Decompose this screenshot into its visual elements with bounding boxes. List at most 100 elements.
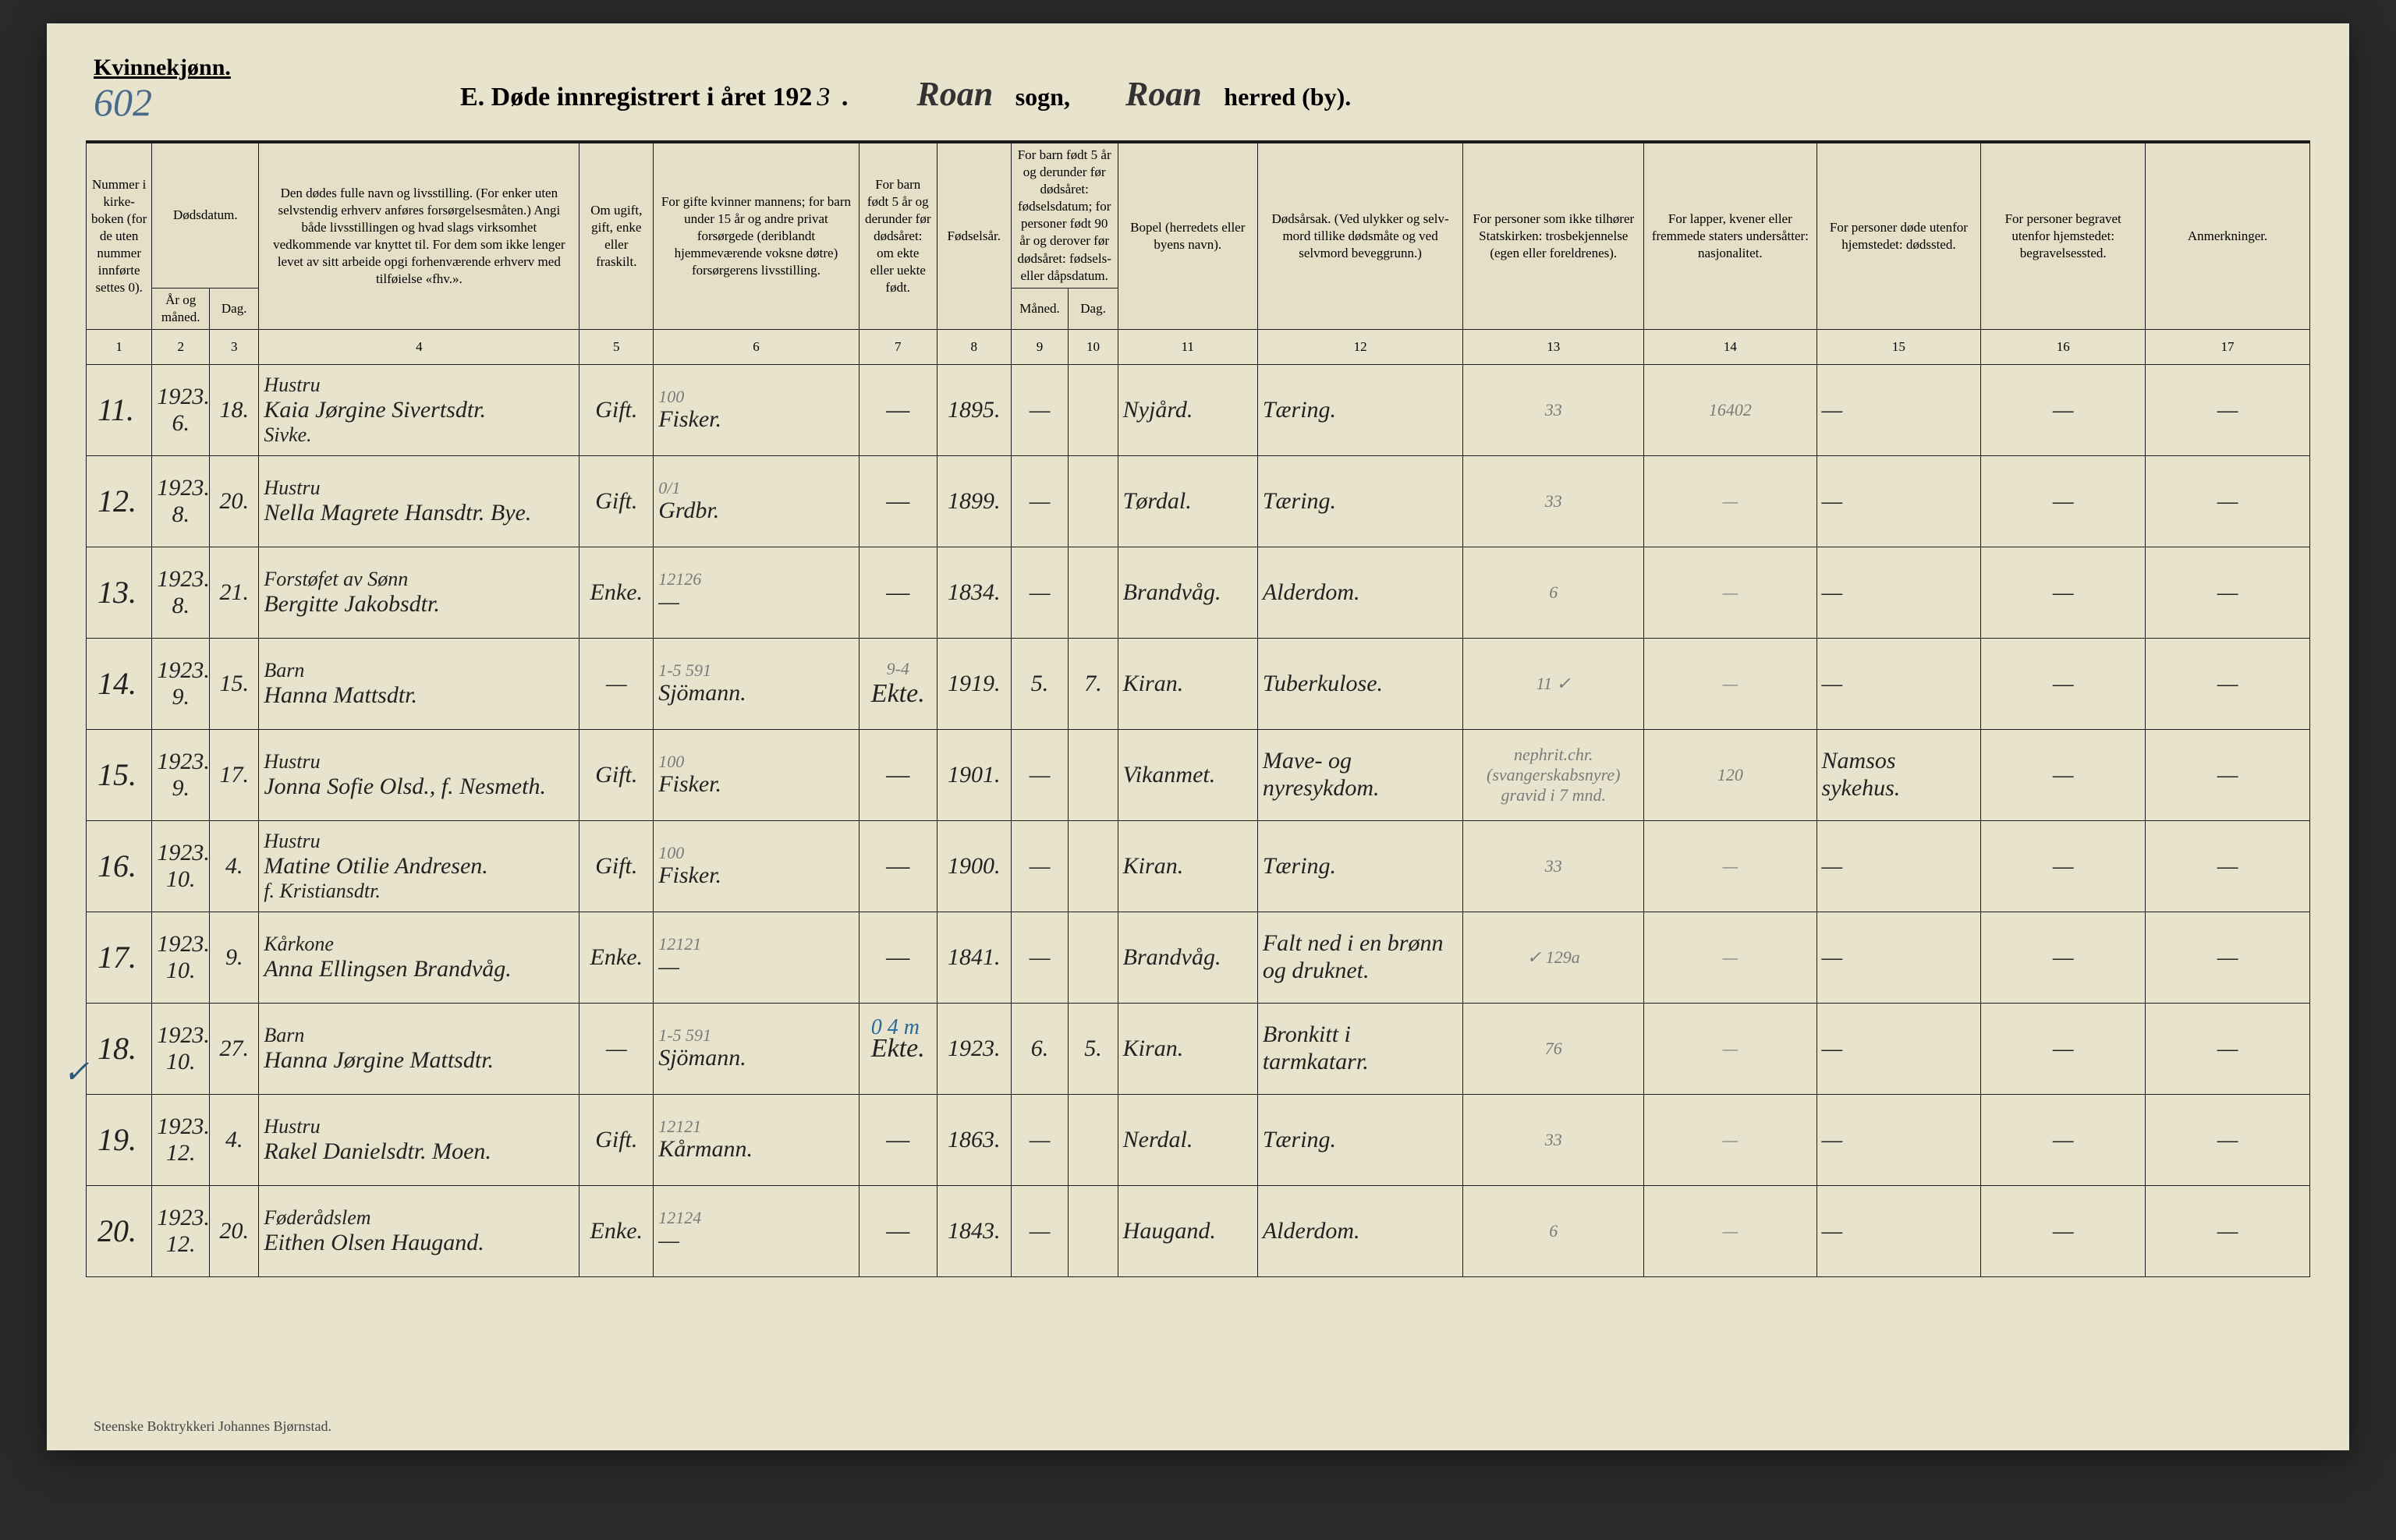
table-row: 11.1923.6.18.HustruKaia Jørgine Sivertsd… [87,364,2310,455]
sogn-value: Roan [916,75,993,113]
cell: 1923.10. [152,820,210,912]
cell: Kiran. [1118,1003,1257,1094]
cell: — [859,364,937,455]
cell: 33 [1463,455,1644,547]
herred-label: herred (by). [1224,83,1351,111]
cell: — [1644,1094,1816,1185]
col-7-header: For barn født 5 år og derunder før døds­… [859,143,937,330]
cell: Tørdal. [1118,455,1257,547]
cell: 0 4 mEkte. [859,1003,937,1094]
cell: 12126— [654,547,859,638]
cell: Mave- og nyresykdom. [1257,729,1462,820]
cell: — [1011,820,1069,912]
cell: Falt ned i en brønn og druknet. [1257,912,1462,1003]
cell: Gift. [580,820,654,912]
colnum: 10 [1069,329,1118,364]
cell: — [859,820,937,912]
cell: — [2146,1003,2310,1094]
col-14-header: For lapper, kvener eller fremmede stater… [1644,143,1816,330]
cell: Tæring. [1257,364,1462,455]
cell: 5. [1011,638,1069,729]
column-number-row: 1 2 3 4 5 6 7 8 9 10 11 12 13 14 15 16 1… [87,329,2310,364]
colnum: 5 [580,329,654,364]
cell: 1923.10. [152,912,210,1003]
cell: 4. [210,1094,259,1185]
col-1-header: Nummer i kirke­boken (for de uten nummer… [87,143,152,330]
col-5-header: Om ugift, gift, enke eller fraskilt. [580,143,654,330]
cell: Haugand. [1118,1185,1257,1276]
printer-credit: Steenske Boktrykkeri Johannes Bjørnstad. [94,1418,331,1435]
colnum: 3 [210,329,259,364]
cell: — [859,547,937,638]
cell: — [1981,547,2146,638]
cell: 0/1Grdbr. [654,455,859,547]
col-9-10-group: For barn født 5 år og der­under før døds… [1011,143,1118,289]
cell: — [1816,638,1981,729]
colnum: 1 [87,329,152,364]
cell [1069,455,1118,547]
cell: 20. [210,1185,259,1276]
col-10-header: Dag. [1069,288,1118,329]
cell: Tæring. [1257,455,1462,547]
cell: — [2146,1094,2310,1185]
cell: 7. [1069,638,1118,729]
cell: 20. [210,455,259,547]
cell: Enke. [580,1185,654,1276]
cell: 1923.9. [152,638,210,729]
cell: — [1816,912,1981,1003]
table-row: ✓18.1923.10.27.BarnHanna Jørgine Mattsdt… [87,1003,2310,1094]
cell: 17. [210,729,259,820]
cell: 100Fisker. [654,364,859,455]
cell: — [2146,1185,2310,1276]
colnum: 9 [1011,329,1069,364]
cell: 1923.12. [152,1185,210,1276]
cell: Gift. [580,1094,654,1185]
cell [1069,729,1118,820]
colnum: 15 [1816,329,1981,364]
cell: HustruRakel Danielsdtr. Moen. [259,1094,580,1185]
cell: 20. [87,1185,152,1276]
colnum: 16 [1981,329,2146,364]
cell: — [1644,1185,1816,1276]
cell: — [1011,1185,1069,1276]
cell: Forstøfet av SønnBergitte Jakobsdtr. [259,547,580,638]
title-prefix: E. Døde innregistrert i året 192 [460,83,812,112]
cell: Enke. [580,547,654,638]
cell: — [1981,820,2146,912]
year-suffix: 3 [817,83,830,112]
cell: 16402 [1644,364,1816,455]
col-4-header: Den dødes fulle navn og livsstilling. (F… [259,143,580,330]
cell: 1-5 591Sjömann. [654,1003,859,1094]
table-row: 20.1923.12.20.FøderådslemEithen Olsen Ha… [87,1185,2310,1276]
cell: — [859,729,937,820]
cell: 100Fisker. [654,729,859,820]
cell: 33 [1463,364,1644,455]
cell: 1-5 591Sjömann. [654,638,859,729]
cell: — [1981,1003,2146,1094]
cell: HustruJonna Sofie Olsd., f. Nesmeth. [259,729,580,820]
herred-value: Roan [1125,75,1202,113]
cell: 1923.9. [152,729,210,820]
cell: 1899. [937,455,1011,547]
cell: 15. [87,729,152,820]
cell: — [1981,1185,2146,1276]
cell: 21. [210,547,259,638]
table-row: 13.1923.8.21.Forstøfet av SønnBergitte J… [87,547,2310,638]
cell: — [1981,912,2146,1003]
cell: — [1816,820,1981,912]
cell: 11 ✓ [1463,638,1644,729]
cell: 1923.8. [152,547,210,638]
cell: — [1816,1094,1981,1185]
cell: 14. [87,638,152,729]
colnum: 17 [2146,329,2310,364]
cell: 12. [87,455,152,547]
cell: FøderådslemEithen Olsen Haugand. [259,1185,580,1276]
cell: 1923.6. [152,364,210,455]
table-row: 12.1923.8.20.HustruNella Magrete Hansdtr… [87,455,2310,547]
cell: — [1981,729,2146,820]
register-page: Kvinnekjønn. 602 E. Døde innregistrert i… [47,23,2349,1450]
cell: 6. [1011,1003,1069,1094]
cell: 76 [1463,1003,1644,1094]
cell: 16. [87,820,152,912]
cell: 9. [210,912,259,1003]
